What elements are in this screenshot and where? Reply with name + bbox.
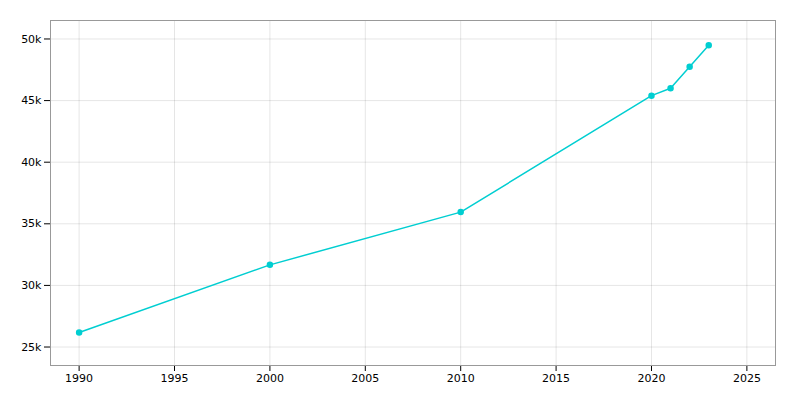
svg-text:2020: 2020 (637, 372, 665, 385)
svg-text:1990: 1990 (65, 372, 93, 385)
svg-text:1995: 1995 (161, 372, 189, 385)
svg-text:50k: 50k (21, 33, 42, 46)
svg-text:2025: 2025 (733, 372, 761, 385)
svg-text:2005: 2005 (351, 372, 379, 385)
svg-text:45k: 45k (21, 94, 42, 107)
svg-text:40k: 40k (21, 156, 42, 169)
svg-text:30k: 30k (21, 279, 42, 292)
svg-text:2015: 2015 (542, 372, 570, 385)
svg-text:25k: 25k (21, 341, 42, 354)
svg-text:2000: 2000 (256, 372, 284, 385)
svg-text:35k: 35k (21, 217, 42, 230)
svg-text:2010: 2010 (447, 372, 475, 385)
